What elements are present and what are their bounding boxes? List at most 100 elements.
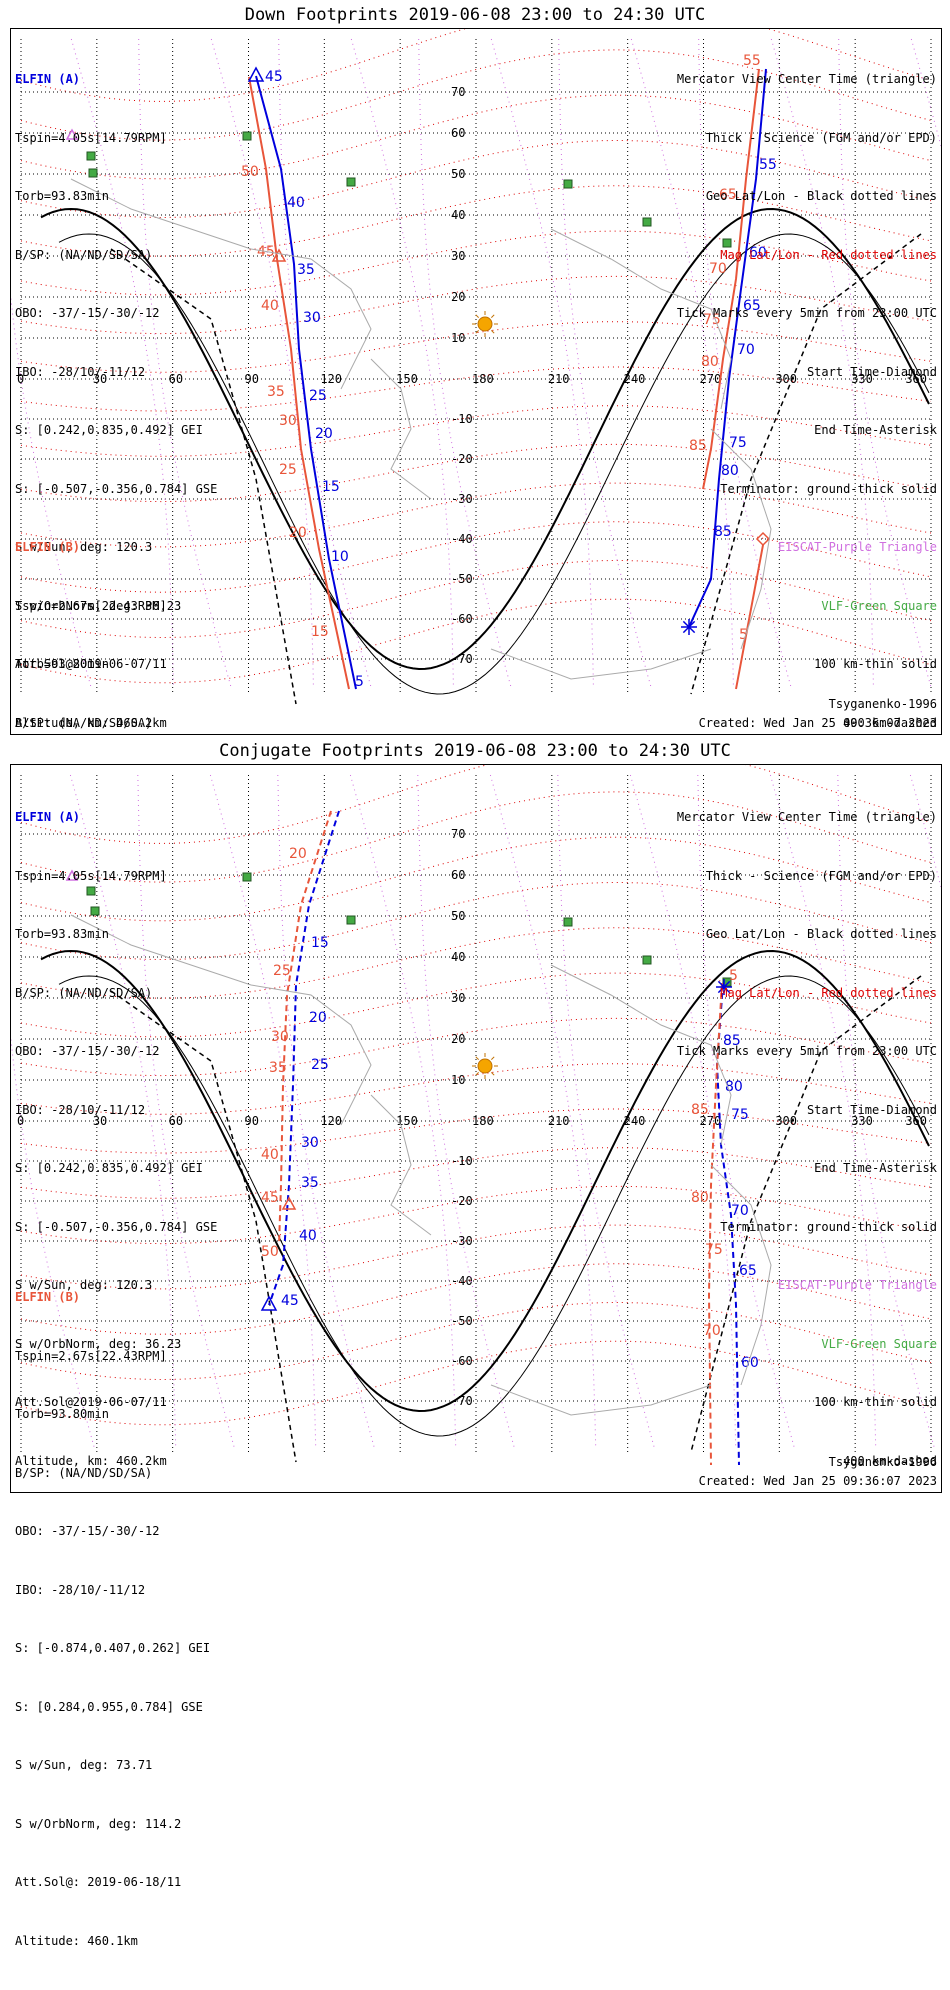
elfin-b-tick-label: 85 [689, 438, 707, 454]
elfin-a-line: S w/Sun, deg: 120.3 [15, 540, 153, 554]
elfin-b-tick-label: 35 [269, 1060, 287, 1076]
elfin-a-tick-label: 70 [737, 342, 755, 358]
terminator-ground [40, 207, 930, 671]
mag-meridian [137, 774, 235, 1448]
lon-label: 180 [472, 372, 494, 386]
lon-label: 90 [245, 372, 259, 386]
legend-start: Start Time-Diamond [806, 1102, 937, 1117]
mag-meridian [418, 38, 512, 688]
elfin-a-line: Altitude, km: 460.2km [15, 715, 167, 730]
lat-label: 50 [451, 909, 465, 923]
mag-parallel [20, 765, 932, 844]
sun-ray [491, 1072, 495, 1076]
coastline [490, 648, 712, 680]
legend-ticks: Tick Marks every 5min from 23:00 UTC [676, 306, 937, 320]
lon-label: 300 [775, 1114, 797, 1128]
terminator-400km-east [690, 975, 922, 1453]
legend-thick: Thick - Science (FGM and/or EPD) [705, 130, 937, 145]
elfin-b-line: Tspin=2.67s[22.43RPM] [15, 598, 167, 613]
mag-meridian [558, 38, 652, 688]
coastline [490, 1384, 712, 1416]
elfin-b-line: B/SP: (NA/ND/SD/SA) [15, 1465, 153, 1480]
mag-meridian [350, 38, 454, 688]
elfin-b-line: B/SP: (NA/ND/SD/SA) [15, 715, 153, 730]
mag-meridian [349, 774, 457, 1448]
sun-ray [475, 1072, 479, 1076]
legend-mag: Mag Lat/Lon - Red dotted lines [720, 985, 937, 1000]
elfin-b-tick-label: 45 [257, 244, 275, 260]
elfin-b-name: ELFIN (B) [15, 1290, 81, 1304]
vlf-station [563, 179, 573, 189]
mag-meridian [698, 38, 792, 688]
mag-meridian [630, 38, 734, 688]
mag-meridian [489, 774, 597, 1448]
elfin-b-tick-label: 50 [241, 164, 259, 180]
elfin-b-tick-label: 45 [261, 1190, 279, 1206]
lon-label: 330 [851, 1114, 873, 1128]
elfin-a-tick-label: 40 [299, 1228, 317, 1244]
elfin-b-tick-label: 20 [289, 846, 307, 862]
legend-geo: Geo Lat/Lon - Black dotted lines [705, 927, 937, 941]
mag-meridian [209, 774, 317, 1448]
lon-label: 210 [548, 372, 570, 386]
elfin-a-tick-label: 70 [731, 1203, 749, 1219]
lon-label: 120 [320, 372, 342, 386]
mag-meridian [697, 774, 795, 1448]
elfin-b-center-triangle [271, 248, 287, 262]
lat-label: 20 [451, 290, 465, 304]
coastline [550, 964, 732, 1146]
elfin-a-end-asterisk [717, 980, 731, 994]
terminator-100km [58, 233, 930, 695]
elfin-b-line: IBO: -28/10/-11/12 [15, 1582, 146, 1597]
mag-meridian [417, 774, 515, 1448]
elfin-a-line: S w/Sun, deg: 120.3 [15, 1278, 153, 1292]
lat-label: -10 [451, 1154, 473, 1168]
mag-parallel [20, 972, 932, 1038]
elfin-a-tick-label: 60 [741, 1355, 759, 1371]
lon-label: 210 [548, 1114, 570, 1128]
sun-icon [477, 1058, 493, 1074]
coastline [710, 428, 772, 650]
lat-label: 40 [451, 208, 465, 222]
mag-meridian [837, 774, 935, 1448]
mag-meridian [277, 774, 375, 1448]
coastline [70, 914, 372, 1126]
elfin-b-tick-label: 40 [261, 298, 279, 314]
legend-mercator: Mercator View Center Time (triangle) [676, 72, 937, 86]
elfin-b-tick-label: 25 [279, 462, 297, 478]
vlf-station [563, 917, 573, 927]
panel-title-conjugate: Conjugate Footprints 2019-06-08 23:00 to… [219, 741, 731, 761]
legend-ticks: Tick Marks every 5min from 23:00 UTC [676, 1044, 937, 1058]
coastline [370, 358, 432, 500]
elfin-a-tick-label: 75 [729, 435, 747, 451]
elfin-b-name: ELFIN (B) [15, 540, 81, 554]
elfin-b-tick-label: 30 [279, 413, 297, 429]
vlf-station [722, 977, 732, 987]
elfin-a-track-west [255, 75, 357, 690]
legend-mercator: Mercator View Center Time (triangle) [676, 810, 937, 824]
lat-label: -40 [451, 532, 473, 546]
elfin-a-line: B/SP: (NA/ND/SD/SA) [15, 985, 153, 1000]
vlf-station [642, 217, 652, 227]
elfin-b-center-triangle [281, 1196, 297, 1210]
lon-label: 300 [775, 372, 797, 386]
elfin-b-track-south [735, 544, 764, 690]
elfin-b-tick-label: 20 [289, 525, 307, 541]
elfin-a-line: S: [0.242,0.835,0.492] GEI [15, 1161, 203, 1175]
vlf-station [88, 168, 98, 178]
lat-label: -70 [451, 652, 473, 666]
lon-label: 90 [245, 1114, 259, 1128]
mag-meridian [11, 1034, 95, 1448]
sun-ray [475, 1056, 479, 1060]
lon-label: 60 [169, 372, 183, 386]
vlf-station [242, 131, 252, 141]
elfin-b-tick-label: 5 [739, 627, 748, 643]
legend-mag: Mag Lat/Lon - Red dotted lines [720, 247, 937, 262]
elfin-b-track-west [248, 76, 350, 690]
legend-end: End Time-Asterisk [814, 423, 937, 437]
mag-meridian [210, 38, 314, 688]
legend-vlf: VLF-Green Square [821, 1336, 937, 1351]
elfin-a-tick-label: 65 [743, 298, 761, 314]
mag-meridian [70, 38, 174, 688]
